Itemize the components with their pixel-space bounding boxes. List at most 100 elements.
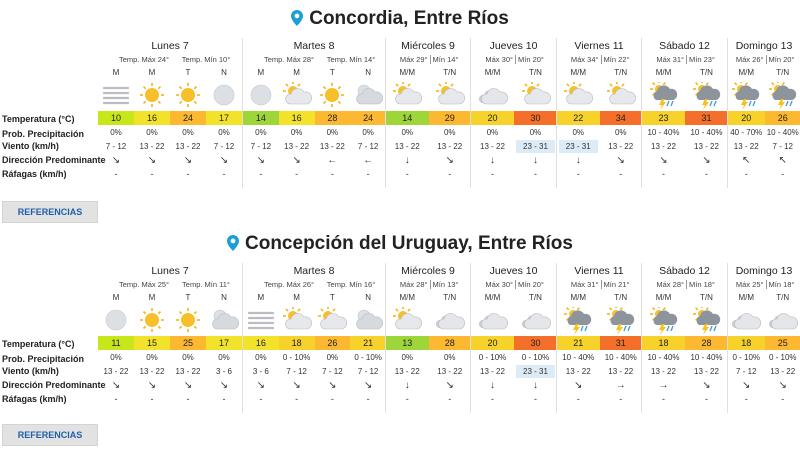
period-column: T/N 26 10 - 40% 7 - 12 ↖ - [764, 38, 800, 188]
row-label: Dirección Predominante [2, 155, 106, 165]
weather-suncloud-icon [563, 81, 594, 108]
temperature-cell: 20 [471, 111, 514, 125]
wind-gusts: - [534, 169, 537, 179]
period-column: M/M 14 0% 13 - 22 ↓ - [386, 38, 429, 188]
day-column: Martes 8 Temp. Máx 26° Temp. Mín 16° M 16 0% 3… [242, 263, 386, 413]
weather-suncloud-icon [606, 81, 636, 108]
wind-speed: 13 - 22 [651, 367, 676, 376]
wind-speed: 13 - 22 [694, 142, 719, 151]
wind-direction-arrow-icon: ↖ [742, 155, 751, 166]
temperature-cell: 18 [642, 336, 685, 350]
temperature-cell: 24 [350, 111, 386, 125]
period-label: T/N [700, 293, 713, 302]
wind-speed: 13 - 22 [565, 367, 591, 376]
day-name: Lunes 7 [151, 265, 189, 277]
wind-direction-arrow-icon: ↘ [147, 380, 157, 391]
day-column: Viernes 11 Máx 31° Mín 21° M/M 21 10 - 40% 13 … [556, 263, 642, 413]
wind-direction-arrow-icon: ↘ [292, 380, 301, 391]
day-column: Viernes 11 Máx 34° Mín 22° M/M 22 0% 23 - 31 ↓ -… [556, 38, 642, 188]
precipitation-probability: 0 - 10% [478, 353, 507, 362]
period-column: T/N 28 10 - 40% 13 - 22 ↘ - [685, 263, 728, 413]
period-label: M [293, 293, 300, 302]
day-max-temp: Máx 25° [735, 280, 764, 289]
wind-speed: 13 - 22 [770, 367, 796, 376]
wind-gusts: - [448, 169, 452, 179]
day-column: Domingo 13 Máx 26° Mín 20° M/M 20 40 - 70% 13 … [727, 38, 800, 188]
precipitation-probability: 0% [572, 128, 585, 137]
wind-speed: 13 - 22 [651, 142, 676, 151]
day-name: Viernes 11 [574, 265, 624, 277]
wind-speed: 13 - 22 [437, 142, 463, 151]
temperature-cell: 20 [471, 336, 514, 350]
wind-speed: 13 - 22 [480, 367, 505, 376]
precipitation-probability: 10 - 40% [647, 353, 680, 362]
day-name: Miércoles 9 [401, 40, 455, 52]
wind-gusts: - [114, 394, 118, 404]
wind-direction-arrow-icon: ↘ [363, 380, 373, 391]
precipitation-probability: 0% [255, 353, 267, 362]
wind-direction-arrow-icon: ← [363, 155, 374, 166]
temperature-cell: 14 [243, 111, 279, 125]
wind-gusts: - [330, 394, 334, 404]
day-column: Lunes 7 Temp. Máx 25° Temp. Mín 11° M 11 0% 13… [98, 263, 242, 413]
location-pin-icon [227, 235, 239, 251]
weather-storm-icon [768, 80, 798, 110]
period-label: T [185, 293, 191, 302]
weather-cloud-icon [521, 307, 551, 333]
location-pin-icon [291, 10, 304, 26]
day-min-temp: Mín 23° [686, 55, 728, 64]
wind-direction-arrow-icon: ↘ [742, 380, 751, 391]
period-column: M/M 20 40 - 70% 13 - 22 ↖ - [728, 38, 765, 188]
period-label: T/N [529, 293, 542, 302]
precipitation-probability: 0% [218, 128, 230, 137]
weather-fog-icon [246, 307, 276, 333]
weather-storm-icon [649, 305, 679, 335]
period-label: N [365, 293, 372, 302]
wind-gusts: - [781, 169, 785, 179]
day-column: Miércoles 9 Máx 29° Mín 14° M/M 14 0% 13 - 22 ↓… [385, 38, 471, 188]
wind-speed: 23 - 31 [516, 140, 555, 153]
wind-gusts: - [491, 169, 494, 179]
precipitation-probability: 40 - 70% [730, 128, 763, 137]
period-column: M 16 0% 3 - 6 ↘ - [243, 263, 279, 413]
period-column: M 16 0% 13 - 22 ↘ - [278, 38, 315, 188]
row-label: Temperatura (°C) [2, 339, 75, 349]
weather-suncloud-icon [392, 81, 423, 108]
day-max-temp: Temp. Máx 28° [263, 55, 315, 64]
temperature-cell: 31 [599, 336, 642, 350]
temperature-cell: 16 [278, 111, 315, 125]
period-label: M/M [484, 68, 501, 77]
wind-speed: 13 - 22 [394, 367, 420, 376]
wind-direction-arrow-icon: ↘ [445, 155, 454, 166]
day-min-temp: Temp. Mín 11° [182, 280, 230, 289]
temperature-cell: 34 [599, 111, 642, 125]
day-max-temp: Máx 34° [570, 55, 599, 64]
temperature-cell: 24 [170, 111, 206, 125]
wind-gusts: - [705, 394, 708, 404]
wind-gusts: - [295, 169, 299, 179]
period-label: T [329, 68, 335, 77]
day-name: Miércoles 9 [401, 265, 455, 277]
period-column: T/N 30 0% 23 - 31 ↓ - [514, 38, 557, 188]
row-label: Temperatura (°C) [2, 114, 75, 124]
wind-gusts: - [576, 169, 580, 179]
wind-gusts: - [744, 394, 748, 404]
wind-speed: 7 - 12 [772, 142, 793, 151]
wind-gusts: - [781, 394, 785, 404]
location-title-text: Concordia, Entre Ríos [309, 8, 509, 29]
temperature-cell: 25 [764, 336, 800, 350]
wind-gusts: - [662, 394, 665, 404]
references-button[interactable]: REFERENCIAS [2, 201, 98, 223]
wind-direction-arrow-icon: ↓ [575, 155, 581, 166]
weather-cloud-icon [478, 307, 508, 333]
wind-speed: 13 - 22 [175, 142, 201, 151]
period-label: N [365, 68, 372, 77]
precipitation-probability: 10 - 40% [690, 128, 723, 137]
references-button[interactable]: REFERENCIAS [2, 424, 98, 446]
period-label: T/N [614, 293, 628, 302]
wind-speed: 13 - 22 [139, 367, 165, 376]
weather-moon-icon [209, 82, 239, 108]
wind-speed: 13 - 22 [319, 142, 345, 151]
period-column: M/M 18 10 - 40% 13 - 22 → - [642, 263, 685, 413]
wind-direction-arrow-icon: ↓ [404, 155, 410, 166]
